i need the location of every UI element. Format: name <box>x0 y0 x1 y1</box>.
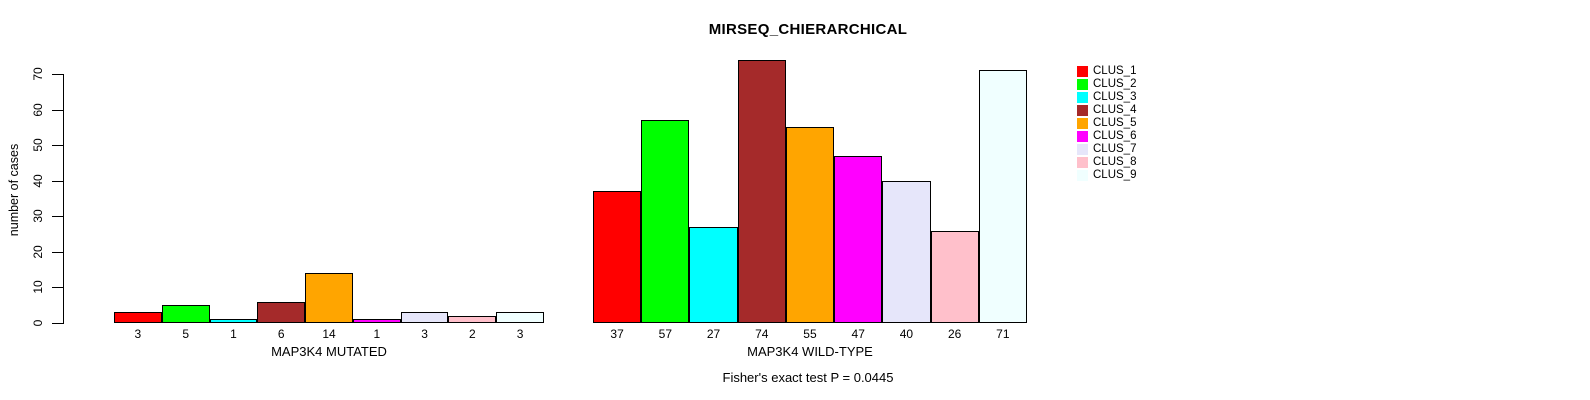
legend-label-CLUS_1: CLUS_1 <box>1093 65 1137 77</box>
y-axis-line <box>63 74 64 324</box>
bar-CLUS_1 <box>593 191 642 323</box>
fisher-test-pvalue: Fisher's exact test P = 0.0445 <box>722 370 894 385</box>
bar-CLUS_5 <box>305 273 353 323</box>
legend-label-CLUS_5: CLUS_5 <box>1093 117 1137 129</box>
bar-CLUS_9 <box>978 70 1027 323</box>
y-tick-label: 50 <box>31 138 45 152</box>
legend-swatch-CLUS_9 <box>1077 170 1088 181</box>
y-tick-label: 20 <box>31 245 45 259</box>
bar-CLUS_7 <box>400 312 449 323</box>
bar-value-label: 1 <box>230 327 237 341</box>
y-tick <box>52 252 63 253</box>
legend-swatch-CLUS_3 <box>1077 92 1088 103</box>
group-label: MAP3K4 WILD-TYPE <box>747 344 873 359</box>
y-tick-label: 0 <box>31 319 45 327</box>
legend-label-CLUS_2: CLUS_2 <box>1093 78 1137 90</box>
legend-swatch-CLUS_6 <box>1077 131 1088 142</box>
bar-CLUS_8 <box>930 231 979 323</box>
bar-value-label: 6 <box>277 327 285 341</box>
y-tick-label: 40 <box>31 174 45 188</box>
bar-CLUS_2 <box>641 120 690 323</box>
legend-label-CLUS_4: CLUS_4 <box>1093 104 1137 116</box>
bar-value-label: 2 <box>469 327 476 341</box>
bar-value-label: 74 <box>755 327 769 341</box>
y-tick <box>52 74 63 75</box>
bar-CLUS_2 <box>161 305 210 323</box>
legend-label-CLUS_6: CLUS_6 <box>1093 130 1137 142</box>
legend-swatch-CLUS_7 <box>1077 144 1088 155</box>
bar-value-label: 5 <box>182 327 189 341</box>
legend-label-CLUS_9: CLUS_9 <box>1093 169 1137 181</box>
y-tick <box>52 145 63 146</box>
y-tick <box>52 110 63 111</box>
y-tick-label: 30 <box>31 209 45 223</box>
bar-value-label: 71 <box>996 327 1010 341</box>
bar-value-label: 26 <box>947 327 962 341</box>
bar-value-label: 57 <box>658 327 673 341</box>
legend-swatch-CLUS_8 <box>1077 157 1088 168</box>
bar-value-label: 3 <box>134 327 142 341</box>
bar-value-label: 27 <box>706 327 721 341</box>
bar-value-label: 1 <box>373 327 381 341</box>
y-tick <box>52 323 63 324</box>
bar-value-label: 47 <box>851 327 865 341</box>
bar-value-label: 37 <box>610 327 624 341</box>
bar-value-label: 3 <box>421 327 428 341</box>
y-tick <box>52 287 63 288</box>
legend-swatch-CLUS_1 <box>1077 66 1088 77</box>
bar-value-label: 3 <box>516 327 524 341</box>
bar-CLUS_8 <box>448 316 497 323</box>
bar-value-label: 55 <box>803 327 817 341</box>
bar-CLUS_3 <box>209 319 258 323</box>
bar-CLUS_6 <box>352 319 401 323</box>
legend-swatch-CLUS_4 <box>1077 105 1088 116</box>
bar-value-label: 14 <box>322 327 336 341</box>
bar-CLUS_3 <box>689 227 738 323</box>
bar-CLUS_1 <box>114 312 162 323</box>
legend-label-CLUS_8: CLUS_8 <box>1093 156 1137 168</box>
legend-swatch-CLUS_5 <box>1077 118 1088 129</box>
legend-label-CLUS_3: CLUS_3 <box>1093 91 1137 103</box>
bar-CLUS_9 <box>496 312 544 323</box>
legend-label-CLUS_7: CLUS_7 <box>1093 143 1137 155</box>
bar-CLUS_7 <box>882 181 931 323</box>
y-tick <box>52 181 63 182</box>
bar-value-label: 40 <box>899 327 914 341</box>
y-tick <box>52 216 63 217</box>
bar-CLUS_5 <box>785 127 835 323</box>
chart-title: MIRSEQ_CHIERARCHICAL <box>708 21 908 38</box>
bar-CLUS_4 <box>257 302 306 323</box>
bar-CLUS_4 <box>737 60 786 323</box>
y-tick-label: 60 <box>31 103 45 117</box>
bar-CLUS_6 <box>834 156 883 323</box>
y-tick-label: 70 <box>31 67 45 81</box>
group-label: MAP3K4 MUTATED <box>271 344 387 359</box>
y-tick-label: 10 <box>31 280 45 294</box>
legend-swatch-CLUS_2 <box>1077 79 1088 90</box>
y-axis-label: number of cases <box>7 143 21 237</box>
